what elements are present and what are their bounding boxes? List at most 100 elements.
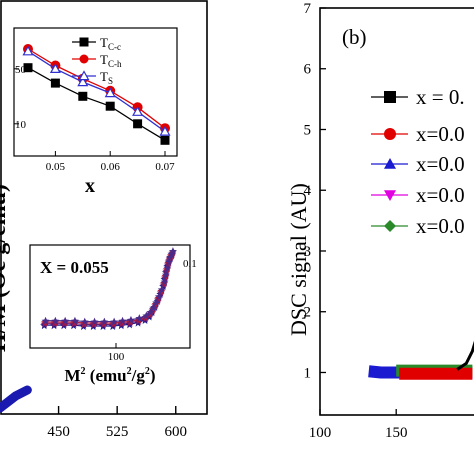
inset-top-point [159, 125, 171, 136]
left-x-tick-label: 600 [165, 424, 188, 440]
inset-top-legend-marker [79, 37, 89, 47]
inset-bottom-point [157, 285, 166, 294]
right-y-ticks: 1 2 3 4 5 6 7 [304, 1, 326, 381]
inset-top-legend-label: TC-h [100, 52, 122, 69]
xlabel-units-sup2: 2 [145, 366, 150, 377]
inset-bottom: X = 0.055 0.1 100 M2 (emu2/g2) [29, 244, 197, 385]
inset-bottom-ytick: 0.1 [183, 258, 197, 270]
right-curve [456, 340, 474, 371]
inset-bottom-point [118, 316, 127, 325]
inset-bottom-point [110, 317, 119, 326]
inset-bottom-point [61, 316, 70, 325]
right-legend-marker [384, 190, 396, 201]
inset-bottom-point [160, 277, 169, 286]
right-y-tick-label: 3 [304, 244, 312, 260]
inset-top-x-ticks: 0.05 0.06 0.07 [46, 151, 175, 173]
right-y-tick-label: 6 [304, 62, 312, 78]
left-x-tick-label: 525 [106, 424, 129, 440]
inset-top-series-line [27, 48, 166, 129]
right-y-tick-label: 4 [304, 183, 312, 199]
inset-bottom-point [168, 247, 177, 256]
inset-top-x-tick-label: 0.06 [101, 161, 121, 173]
inset-bottom-point [126, 315, 135, 324]
inset-bottom-point [163, 263, 172, 272]
inset-top-series-line [27, 67, 166, 141]
right-legend: x = 0. x=0.0 x=0.0 x=0.0 x=0.0 [371, 85, 465, 238]
inset-bottom-point [146, 308, 155, 317]
right-legend-marker [384, 220, 396, 232]
inset-top: 50 10 0.05 0.06 0.07 TC-cTC-hTS x [13, 27, 178, 197]
inset-bottom-point [135, 314, 144, 323]
left-main-curve-line [0, 385, 32, 413]
inset-top-point [133, 119, 143, 129]
inset-top-point [105, 101, 115, 111]
right-ylabel: DSC signal (AU) [286, 183, 311, 336]
right-legend-label: x=0.0 [416, 183, 465, 207]
right-legend-marker [384, 128, 396, 140]
inset-top-legend-marker [79, 54, 89, 64]
inset-bottom-xtick: 100 [108, 351, 125, 363]
inset-top-y-tick-label: 10 [15, 119, 27, 131]
inset-top-point [160, 135, 170, 145]
left-plot-frame [0, 0, 208, 415]
right-legend-label: x=0.0 [416, 122, 465, 146]
right-x-tick-label: 100 [309, 425, 332, 441]
inset-bottom-point [41, 316, 50, 325]
inset-bottom-series [40, 247, 177, 348]
inset-top-point [78, 91, 88, 101]
inset-top-x-tick-label: 0.07 [155, 161, 175, 173]
right-legend-label: x=0.0 [416, 152, 465, 176]
inset-bottom-point [90, 317, 99, 326]
inset-bottom-point [70, 316, 79, 325]
xlabel-m: M [64, 366, 80, 385]
inset-top-y-tick-label: 50 [15, 64, 27, 76]
inset-top-frame [13, 27, 178, 157]
xlabel-units: (emu [86, 366, 127, 385]
inset-top-legend-label: TS [100, 69, 113, 86]
inset-top-y-ticks: 50 10 [14, 64, 27, 131]
left-panel: H/M (Oe g/emu) 450 525 600 [0, 0, 208, 440]
xlabel-close: ) [150, 366, 156, 385]
inset-bottom-xlabel: M2 (emu2/g2) [64, 366, 155, 385]
inset-top-point [23, 63, 33, 73]
inset-top-point [132, 105, 144, 116]
inset-bottom-point [80, 317, 89, 326]
left-main-curve [0, 385, 32, 413]
inset-bottom-point [154, 292, 163, 301]
right-panel: (b) DSC signal (AU) 1 2 3 4 5 6 7 100 150 x = 0… [286, 1, 474, 441]
inset-bottom-point [100, 317, 109, 326]
inset-top-point [50, 78, 60, 88]
inset-top-point [49, 63, 61, 74]
inset-bottom-point [149, 303, 158, 312]
inset-bottom-point [164, 257, 173, 266]
inset-bottom-frame [29, 244, 191, 349]
left-x-ticks: 450 525 600 [47, 406, 187, 440]
right-x-tick-label: 150 [385, 425, 408, 441]
right-plot-frame [319, 7, 474, 416]
right-panel-label: (b) [342, 25, 367, 49]
right-y-tick-label: 2 [304, 305, 312, 321]
right-legend-label: x = 0. [416, 85, 465, 109]
right-legend-marker [384, 91, 396, 103]
inset-bottom-point [161, 270, 170, 279]
right-legend-label: x=0.0 [416, 214, 465, 238]
inset-top-legend-marker [78, 70, 90, 81]
right-curves [368, 340, 474, 380]
inset-top-point [22, 45, 34, 56]
xlabel-units-end: /g [131, 366, 146, 385]
right-x-ticks: 100 150 [309, 409, 408, 441]
inset-bottom-point [152, 298, 161, 307]
xlabel-m-sup: 2 [81, 366, 86, 377]
inset-bottom-point [166, 253, 175, 262]
right-legend-marker [384, 158, 396, 169]
xlabel-units-sup: 2 [127, 366, 132, 377]
left-ylabel: H/M (Oe g/emu) [0, 184, 11, 352]
inset-top-x-tick-label: 0.05 [46, 161, 66, 173]
right-y-tick-label: 1 [304, 365, 312, 381]
left-x-tick-label: 450 [47, 424, 70, 440]
inset-top-point [77, 76, 89, 87]
right-y-tick-label: 7 [304, 1, 312, 17]
inset-top-xlabel: x [85, 175, 95, 197]
inset-top-point [104, 87, 116, 98]
